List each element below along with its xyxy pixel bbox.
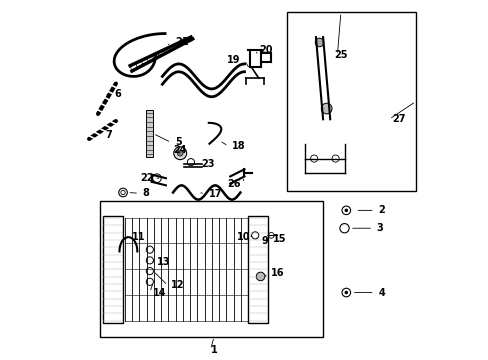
Text: 26: 26 (227, 179, 241, 189)
Text: 7: 7 (105, 130, 112, 140)
Text: 25: 25 (333, 50, 347, 60)
Text: 20: 20 (258, 45, 272, 55)
Text: 21: 21 (175, 37, 188, 48)
Text: 17: 17 (208, 189, 222, 199)
Circle shape (177, 150, 183, 156)
Text: 12: 12 (171, 280, 184, 291)
Text: 24: 24 (173, 145, 186, 155)
Circle shape (321, 103, 331, 114)
Text: 6: 6 (114, 89, 121, 99)
Text: 11: 11 (132, 232, 145, 242)
Bar (247, 216, 267, 323)
Text: 18: 18 (231, 141, 245, 151)
Bar (100, 202, 323, 337)
Bar (146, 111, 152, 157)
Text: 15: 15 (272, 234, 286, 244)
Text: 23: 23 (201, 159, 215, 169)
Text: 4: 4 (378, 288, 385, 297)
Text: 5: 5 (175, 138, 181, 148)
Circle shape (344, 208, 347, 212)
Circle shape (256, 272, 264, 281)
Text: 3: 3 (376, 223, 383, 233)
Text: 8: 8 (142, 188, 149, 198)
Text: 27: 27 (392, 114, 406, 124)
Text: 14: 14 (153, 288, 166, 297)
Text: 22: 22 (140, 173, 153, 183)
Bar (287, 12, 415, 191)
Text: 9: 9 (261, 236, 268, 246)
Text: 13: 13 (157, 257, 170, 267)
Text: 2: 2 (378, 205, 385, 215)
Text: 1: 1 (210, 345, 217, 355)
Text: 19: 19 (227, 55, 241, 65)
Text: 16: 16 (271, 268, 284, 278)
Circle shape (344, 291, 347, 294)
Circle shape (173, 147, 186, 159)
Bar (103, 216, 123, 323)
Text: 10: 10 (237, 232, 250, 242)
Circle shape (315, 38, 323, 47)
